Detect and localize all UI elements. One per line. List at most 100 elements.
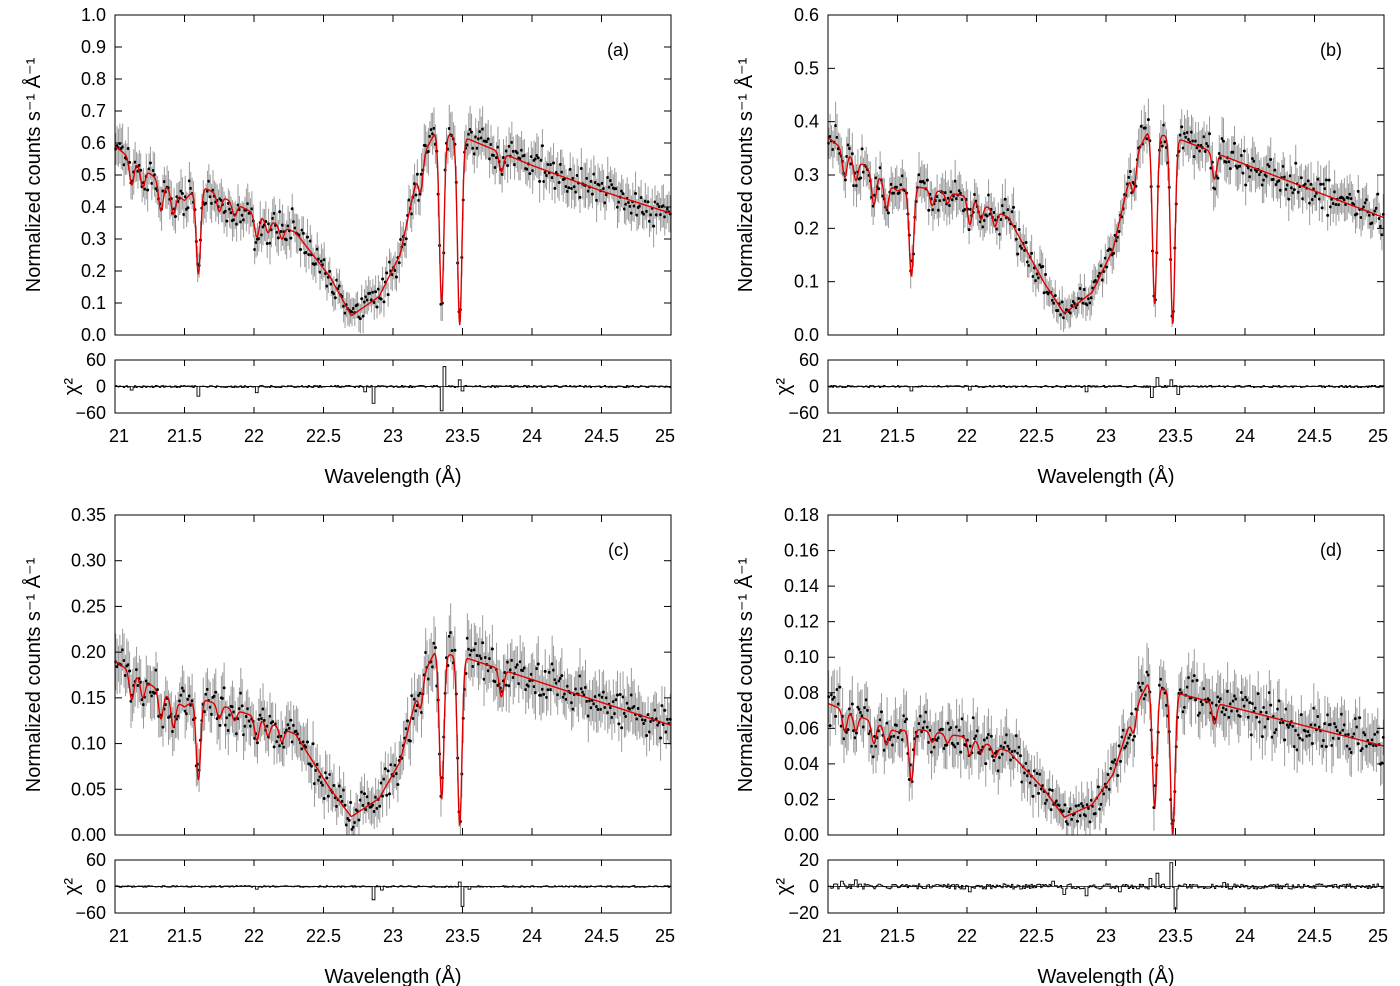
data-point <box>638 204 642 208</box>
data-point <box>153 173 157 177</box>
data-point <box>335 804 339 808</box>
data-point <box>848 146 852 150</box>
data-point <box>394 275 398 279</box>
data-point <box>1077 803 1081 807</box>
data-point <box>1308 201 1312 205</box>
data-point <box>546 162 550 166</box>
data-point <box>657 205 661 209</box>
data-point <box>449 631 453 635</box>
data-point <box>1274 182 1278 186</box>
data-point <box>572 185 576 189</box>
data-point <box>973 737 977 741</box>
data-point <box>628 707 632 711</box>
data-point <box>636 707 640 711</box>
data-point <box>1355 212 1359 216</box>
data-point <box>1288 174 1292 178</box>
data-point <box>923 720 927 724</box>
data-point <box>1347 196 1351 200</box>
data-point <box>148 690 152 694</box>
data-point <box>1024 761 1028 765</box>
data-point <box>1309 723 1313 727</box>
data-point <box>968 207 972 211</box>
data-point <box>424 144 428 148</box>
resid-y-tick-label: −60 <box>788 403 819 423</box>
data-point <box>998 756 1002 760</box>
data-point <box>1069 807 1073 811</box>
data-point <box>597 693 601 697</box>
data-point <box>607 185 611 189</box>
data-point <box>848 707 852 711</box>
data-point <box>378 804 382 808</box>
data-point <box>426 677 430 681</box>
data-point <box>927 740 931 744</box>
data-point <box>1062 809 1066 813</box>
panel-label: (b) <box>1320 40 1342 60</box>
data-point <box>228 713 232 717</box>
data-point <box>629 693 633 697</box>
data-point <box>1313 723 1317 727</box>
data-point <box>1354 717 1358 721</box>
data-point <box>474 135 478 139</box>
data-point <box>468 653 472 657</box>
y-tick-label: 0.10 <box>71 734 106 754</box>
data-point <box>654 213 658 217</box>
y-axis-title: Normalized counts s⁻¹ Å⁻¹ <box>22 57 45 292</box>
data-point <box>579 166 583 170</box>
x-tick-label: 21.5 <box>880 926 915 946</box>
data-point <box>1273 168 1277 172</box>
data-point <box>892 734 896 738</box>
data-point <box>1221 139 1225 143</box>
data-point <box>1119 759 1123 763</box>
data-point <box>982 219 986 223</box>
data-point <box>524 688 528 692</box>
data-point <box>1323 187 1327 191</box>
data-point <box>1216 176 1220 180</box>
resid-y-tick-label: 0 <box>809 377 819 397</box>
data-point <box>518 660 522 664</box>
data-point <box>1249 168 1253 172</box>
data-point <box>1159 677 1163 681</box>
data-point <box>432 126 436 130</box>
data-point <box>1041 264 1045 268</box>
data-point <box>1077 297 1081 301</box>
data-point <box>308 239 312 243</box>
data-point <box>558 676 562 680</box>
data-point <box>261 707 265 711</box>
data-point <box>1126 741 1130 745</box>
data-point <box>845 730 849 734</box>
data-point <box>835 135 839 139</box>
data-point <box>565 684 569 688</box>
data-point <box>489 143 493 147</box>
data-point <box>306 235 310 239</box>
data-point <box>492 153 496 157</box>
data-point <box>282 745 286 749</box>
data-point <box>171 729 175 733</box>
data-point <box>189 186 193 190</box>
data-point <box>882 748 886 752</box>
x-tick-label: 24 <box>1235 926 1255 946</box>
data-point <box>860 714 864 718</box>
y-tick-label: 0.05 <box>71 779 106 799</box>
data-point <box>470 130 474 134</box>
data-point <box>585 176 589 180</box>
y-tick-label: 0.02 <box>784 789 819 809</box>
data-point <box>959 750 963 754</box>
data-point <box>532 685 536 689</box>
data-point <box>1288 723 1292 727</box>
data-point <box>935 738 939 742</box>
data-point <box>642 212 646 216</box>
data-point <box>1252 159 1256 163</box>
data-point <box>1373 209 1377 213</box>
data-point <box>328 269 332 273</box>
data-point <box>510 658 514 662</box>
data-point <box>318 775 322 779</box>
data-point <box>219 198 223 202</box>
data-point <box>383 767 387 771</box>
data-point <box>417 693 421 697</box>
data-point <box>511 149 515 153</box>
data-point <box>863 706 867 710</box>
data-point <box>1102 792 1106 796</box>
data-point <box>1283 175 1287 179</box>
data-point <box>382 300 386 304</box>
